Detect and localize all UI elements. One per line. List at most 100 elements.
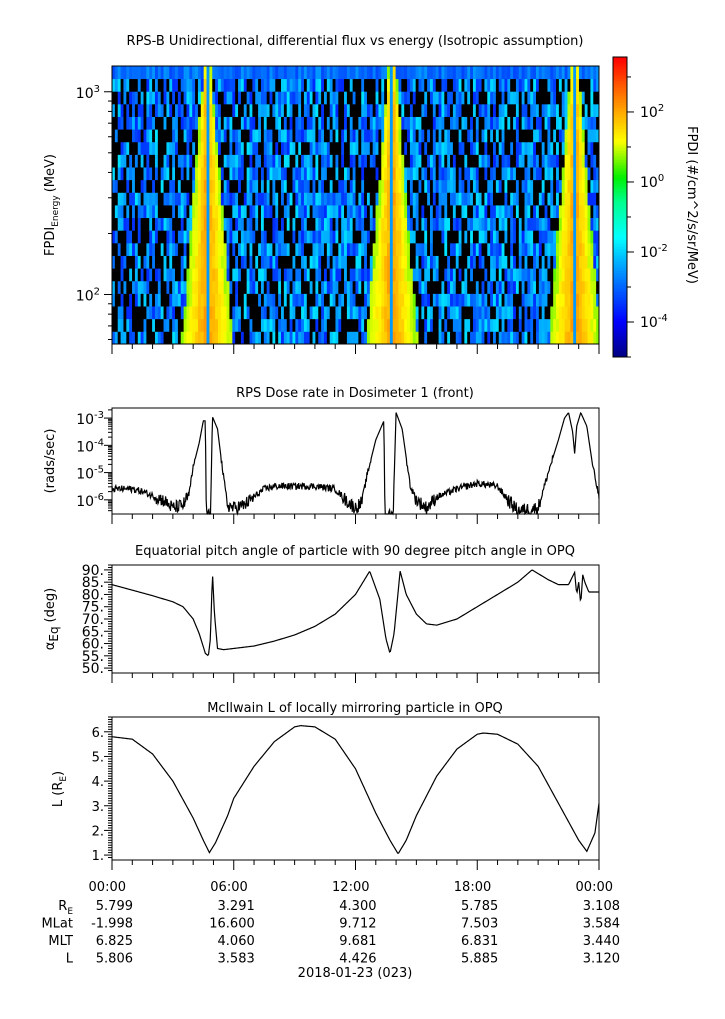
spectrogram-cell [243, 217, 248, 231]
spectrogram-cell [226, 280, 230, 294]
spectrogram-cell [166, 242, 170, 256]
spectrogram-cell [452, 242, 457, 256]
spectrogram-cell [444, 129, 448, 143]
spectrogram-cell [415, 66, 419, 80]
spectrogram-cell [455, 78, 460, 92]
spectrogram-cell [375, 129, 379, 143]
spectrogram-cell [269, 91, 273, 105]
spectrogram-cell [226, 205, 230, 219]
spectrogram-cell [535, 306, 540, 320]
spectrogram-cell [255, 192, 259, 206]
spectrogram-cell [129, 167, 133, 181]
spectrogram-cell [323, 91, 328, 105]
spectrogram-cell [481, 91, 485, 105]
spectrogram-cell [424, 179, 428, 193]
spectrogram-cell [249, 268, 253, 282]
spectrogram-cell [596, 154, 600, 168]
spectrogram-cell [441, 331, 445, 345]
spectrogram-cell [375, 116, 379, 130]
spectrogram-cell [160, 230, 164, 244]
spectrogram-cell [312, 103, 316, 117]
spectrogram-cell [470, 116, 474, 130]
spectrogram-cell [140, 78, 144, 92]
spectrogram-cell [481, 230, 485, 244]
spectrogram-cell [395, 66, 399, 80]
spectrogram-cell [495, 242, 500, 256]
spectrogram-cell [378, 66, 382, 80]
spectrogram-cell [275, 255, 279, 269]
spectrogram-cell [447, 91, 451, 105]
spectrogram-cell [387, 242, 391, 256]
spectrogram-cell [286, 205, 291, 219]
spectrogram-cell [378, 91, 382, 105]
spectrogram-cell [452, 116, 457, 130]
spectrogram-cell [530, 129, 534, 143]
spectrogram-cell [160, 331, 164, 345]
spectrogram-cell [163, 154, 167, 168]
spectrogram-cell [197, 103, 202, 117]
spectrogram-cell [464, 167, 468, 181]
spectrogram-cell [510, 331, 514, 345]
spectrogram-cell [490, 268, 494, 282]
spectrogram-cell [518, 192, 523, 206]
spectrogram-cell [495, 230, 500, 244]
spectrogram-cell [217, 116, 222, 130]
spectrogram-cell [361, 293, 365, 307]
spectrogram-cell [501, 129, 505, 143]
spectrogram-cell [154, 129, 159, 143]
spectrogram-cell [266, 179, 270, 193]
spectrogram-cell [335, 331, 339, 345]
spectrogram-cell [398, 167, 402, 181]
spectrogram-cell [157, 331, 162, 345]
spectrogram-cell [458, 167, 462, 181]
spectrogram-cell [467, 103, 471, 117]
spectrogram-cell [573, 116, 577, 130]
lshell-ylabel: L (RE) [51, 771, 69, 807]
spectrogram-cell [452, 154, 457, 168]
spectrogram-cell [206, 91, 210, 105]
spectrogram-cell [464, 66, 468, 80]
spectrogram-cell [481, 331, 485, 345]
spectrogram-cell [197, 78, 202, 92]
spectrogram-cell [435, 242, 439, 256]
spectrogram-cell [458, 255, 462, 269]
spectrogram-cell [209, 331, 213, 345]
spectrogram-cell [260, 154, 265, 168]
spectrogram-cell [246, 293, 250, 307]
spectrogram-cell [541, 306, 545, 320]
spectrogram-cell [444, 66, 448, 80]
spectrogram-cell [570, 205, 574, 219]
spectrogram-cell [321, 306, 325, 320]
spectrogram-cell [352, 268, 356, 282]
spectrogram-cell [177, 280, 182, 294]
spectrogram-cell [289, 230, 293, 244]
spectrogram-cell [186, 154, 190, 168]
spectrogram-cell [447, 293, 451, 307]
colorbar-segment [613, 150, 627, 154]
spectrogram-cell [369, 91, 374, 105]
spectrogram-cell [493, 230, 497, 244]
spectrogram-cell [318, 167, 322, 181]
spectrogram-cell [587, 280, 591, 294]
spectrogram-cell [570, 280, 574, 294]
colorbar-segment [613, 336, 627, 340]
spectrogram-cell [464, 242, 468, 256]
spectrogram-cell [576, 91, 580, 105]
spectrogram-cell [478, 78, 482, 92]
spectrogram-cell [275, 154, 279, 168]
spectrogram-cell [292, 293, 296, 307]
spectrogram-cell [524, 255, 528, 269]
spectrogram-cell [143, 217, 147, 231]
spectrogram-cell [513, 179, 517, 193]
spectrogram-cell [341, 66, 345, 80]
spectrogram-cell [140, 91, 144, 105]
spectrogram-cell [418, 66, 422, 80]
spectrogram-cell [438, 331, 442, 345]
colorbar-tick-label: 10-4 [640, 313, 668, 331]
spectrogram-cell [306, 217, 311, 231]
spectrogram-cell [329, 103, 333, 117]
spectrogram-cell [160, 192, 164, 206]
spectrogram-cell [134, 293, 139, 307]
spectrogram-cell [547, 280, 551, 294]
spectrogram-cell [556, 268, 560, 282]
